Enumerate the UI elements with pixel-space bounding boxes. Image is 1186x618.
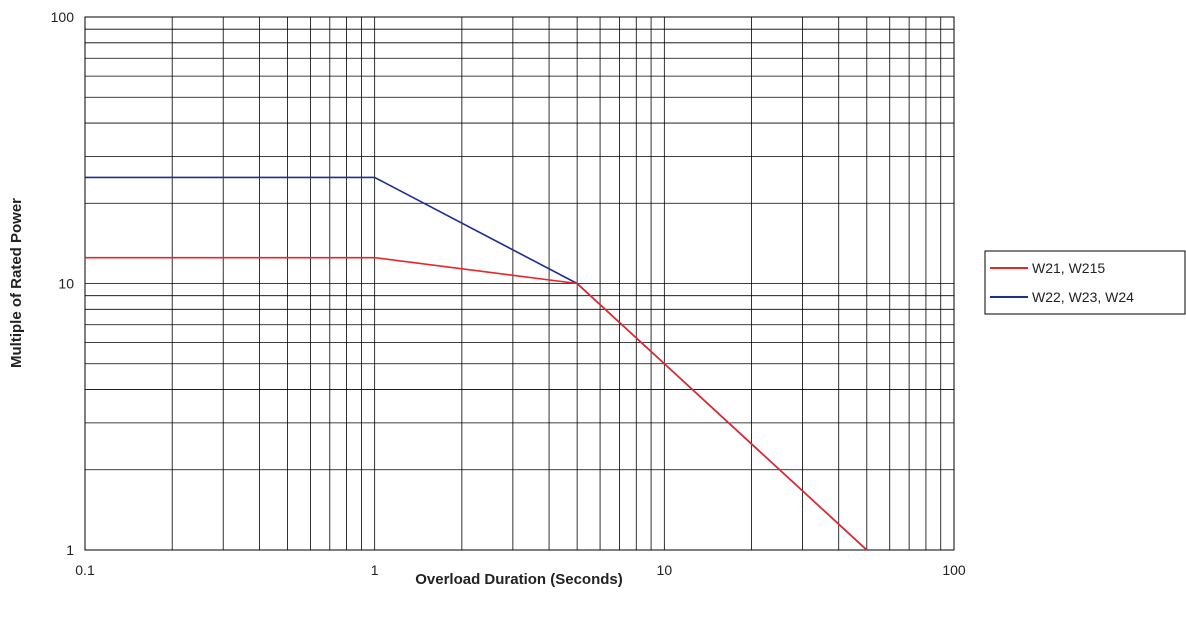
x-tick-label: 0.1 (75, 562, 95, 578)
legend-label-w21-w215: W21, W215 (1032, 260, 1105, 276)
grid (85, 17, 954, 550)
x-axis-title: Overload Duration (Seconds) (415, 571, 623, 588)
legend-box (984, 250, 1186, 315)
y-tick-label: 10 (58, 276, 74, 292)
series-line-0 (85, 256, 868, 551)
x-tick-label: 1 (371, 562, 379, 578)
y-tick-label: 100 (51, 9, 75, 25)
legend: W21, W215 W22, W23, W24 (984, 250, 1186, 315)
series-group (85, 176, 868, 551)
y-axis-title: Multiple of Rated Power (8, 198, 25, 368)
y-tick-label: 1 (66, 542, 74, 558)
x-tick-labels: 0.1 1 10 100 (75, 562, 966, 578)
x-tick-label: 10 (657, 562, 673, 578)
legend-label-w22-w23-w24: W22, W23, W24 (1032, 289, 1134, 305)
y-tick-labels: 1 10 100 (51, 9, 75, 558)
x-tick-label: 100 (942, 562, 966, 578)
plot-border (84, 16, 955, 551)
